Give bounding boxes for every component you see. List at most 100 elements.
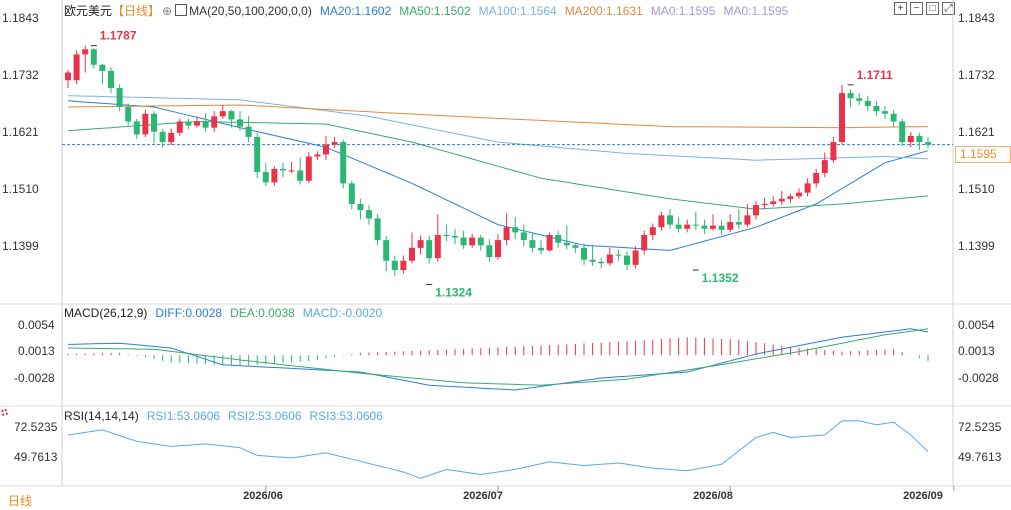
rsi2-value: RSI2:53.0606 (228, 409, 302, 423)
candle-body (237, 119, 243, 127)
candle-body (305, 156, 312, 181)
candle-body (572, 245, 579, 248)
candle-body (486, 245, 493, 258)
candle-body (185, 121, 192, 126)
settings-icon[interactable]: ⊕ (162, 4, 173, 18)
candle-body (641, 234, 648, 251)
candle-body (297, 170, 304, 181)
period-label[interactable]: 【日线】 (112, 4, 161, 18)
candle-body (778, 198, 785, 202)
candle-body (916, 135, 923, 143)
candle-body (340, 142, 347, 184)
candle-body (443, 234, 450, 236)
macd-y-tick-left: -0.0028 (14, 371, 55, 385)
extreme-label: 1.1711 (857, 68, 893, 82)
candle-body (254, 136, 261, 173)
x-tick-label: 2026/09 (903, 490, 943, 502)
candle-body (262, 172, 269, 183)
y-tick-left: 1.1621 (2, 125, 39, 139)
candle-body (899, 121, 906, 143)
candle-body (907, 135, 914, 143)
candle-body (598, 261, 605, 264)
dea-value: DEA:0.0038 (230, 306, 295, 320)
ma0-value-2: MA0:1.1595 (723, 4, 789, 18)
macd-y-tick-left: 0.0013 (18, 344, 55, 358)
rsi-y-tick-right: 49.7613 (958, 450, 1002, 464)
zoom-in-icon[interactable]: + (894, 2, 907, 15)
candle-body (658, 215, 665, 228)
candle-body (503, 227, 510, 241)
candle-body (589, 259, 596, 262)
candle-body (890, 113, 897, 122)
macd-value: MACD:-0.0020 (302, 306, 383, 320)
candle-body (391, 260, 398, 271)
candle-body (168, 132, 175, 143)
candle-body (563, 242, 570, 246)
rsi-indicator-icon (1, 409, 8, 416)
candle-body (555, 234, 562, 243)
candle-body (176, 121, 183, 133)
fit-icon[interactable]: □ (926, 2, 939, 15)
candle-body (202, 121, 209, 128)
candle-body (520, 232, 527, 241)
candle-body (219, 111, 226, 117)
macd-label: MACD(26,12,9) (64, 306, 148, 320)
symbol-name: 欧元美元 (64, 4, 113, 18)
candle-body (873, 106, 880, 112)
candle-body (649, 227, 656, 235)
candle-body (529, 240, 536, 248)
candle-body (856, 98, 863, 101)
candle-body (82, 49, 89, 55)
candle-body (735, 222, 742, 225)
ma200-value: MA200:1.1631 (564, 4, 643, 18)
candle-body (434, 234, 441, 259)
candle-body (477, 237, 484, 246)
candle-body (99, 64, 106, 71)
candle-body (108, 70, 114, 88)
candle-body (753, 205, 759, 216)
candle-body (323, 144, 329, 155)
rsi-label: RSI(14,14,14) (64, 409, 139, 423)
candle-body (925, 142, 931, 145)
candle-body (787, 196, 794, 199)
ma-line-ma50 (67, 120, 929, 210)
candle-body (452, 235, 458, 238)
candle-body (125, 107, 132, 122)
candle-body (460, 237, 467, 246)
macd-dea-line (67, 328, 929, 386)
ma100-value: MA100:1.1564 (478, 4, 557, 18)
candle-body (727, 222, 734, 230)
candle-body (847, 93, 854, 99)
candle-body (615, 254, 622, 256)
period-button[interactable]: 日线 (8, 494, 33, 508)
extreme-label: 1.1352 (702, 271, 739, 285)
macd-y-tick-right: 0.0054 (958, 318, 995, 332)
extreme-label: 1.1324 (435, 285, 472, 299)
macd-diff-line (67, 328, 929, 391)
candle-body (211, 116, 218, 128)
current-price-tag: 1.1595 (955, 146, 1011, 163)
candle-body (469, 237, 476, 246)
y-tick-right: 1.1843 (958, 11, 995, 25)
candle-body (813, 173, 820, 184)
candle-body (348, 183, 355, 204)
candle-body (581, 247, 587, 260)
candle-body (675, 224, 682, 229)
candle-body (417, 240, 424, 248)
candle-body (624, 255, 630, 265)
candle-body (400, 260, 407, 271)
fullscreen-icon[interactable]: ⤢ (942, 2, 955, 15)
ma50-value: MA50:1.1502 (399, 4, 471, 18)
candle-body (426, 240, 433, 259)
candle-body (839, 93, 845, 143)
y-tick-left: 1.1732 (2, 68, 39, 82)
candle-body (245, 126, 252, 137)
zoom-out-icon[interactable]: − (910, 2, 923, 15)
macd-y-tick-right: -0.0028 (958, 371, 999, 385)
candle-body (761, 204, 768, 206)
candle-body (606, 254, 613, 264)
candle-body (667, 215, 673, 225)
candle-body (366, 210, 372, 219)
y-tick-left: 1.1399 (2, 239, 39, 253)
